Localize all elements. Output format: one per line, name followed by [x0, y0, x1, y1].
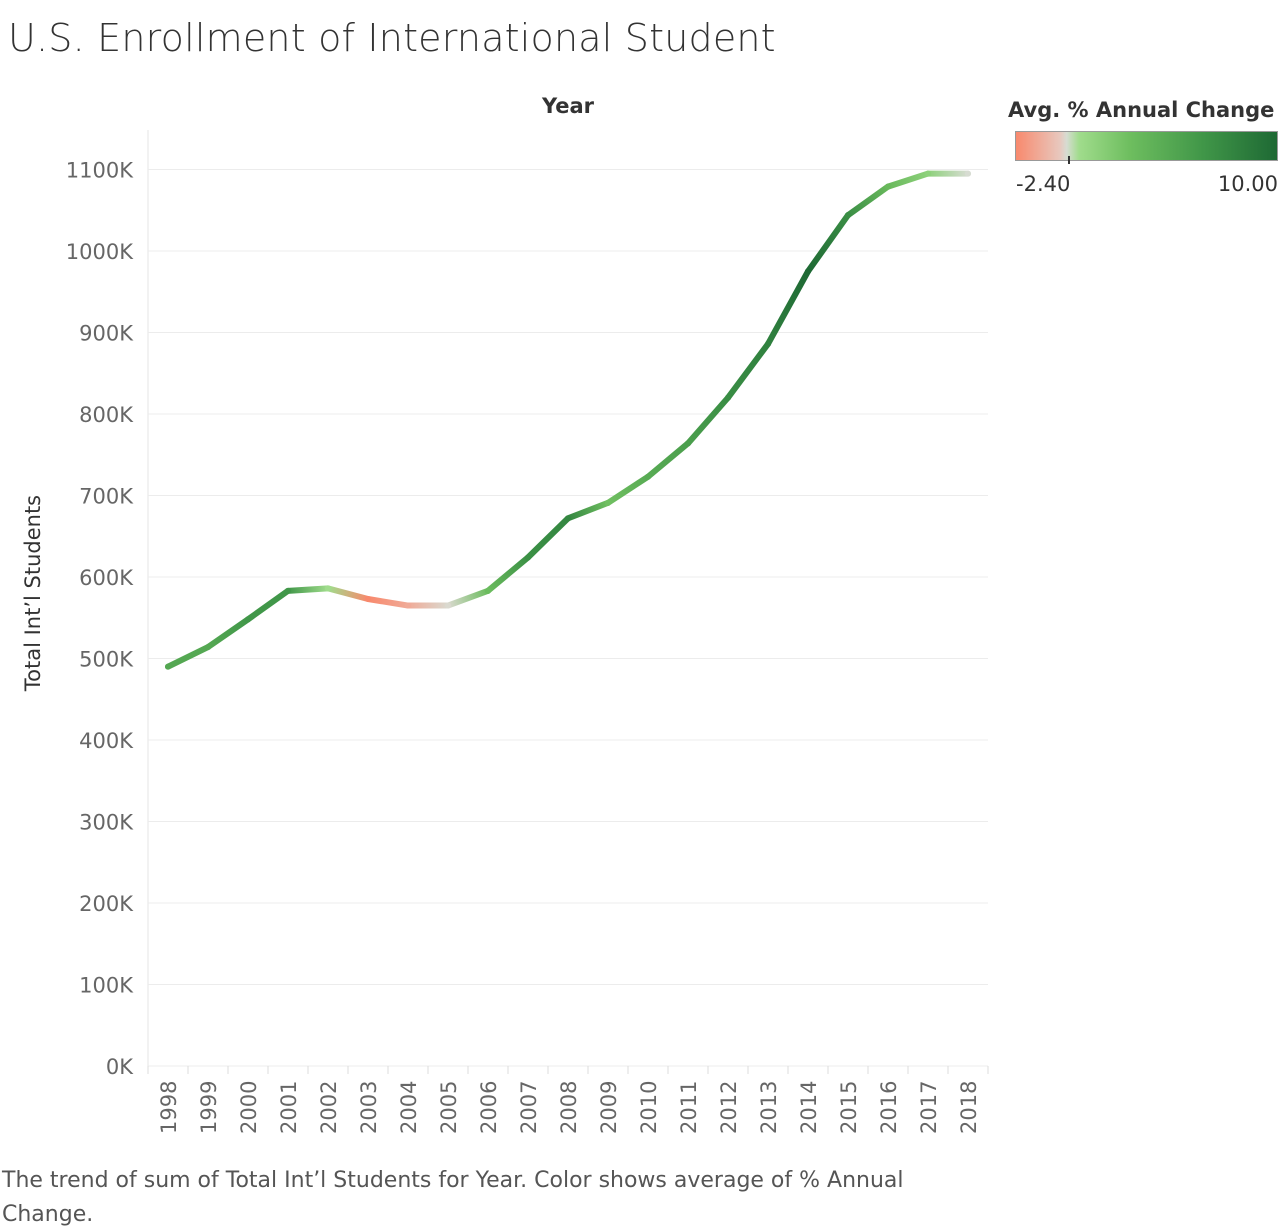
x-tick-label: 2011 [677, 1081, 701, 1134]
x-tick-label: 1998 [157, 1081, 181, 1134]
data-point [245, 616, 251, 623]
x-tick-label: 2016 [877, 1081, 901, 1134]
x-tick-label: 2000 [237, 1081, 261, 1134]
x-tick-label: 1999 [197, 1081, 221, 1134]
data-point [445, 602, 451, 609]
line-segment [805, 212, 851, 275]
line-segment [165, 644, 211, 670]
line-segment [605, 473, 651, 506]
data-point [725, 394, 731, 401]
line-segment [885, 170, 931, 190]
data-point [205, 644, 211, 651]
column-header: Year [541, 94, 595, 118]
x-tick-label: 2007 [517, 1081, 541, 1134]
line-segment [245, 587, 291, 623]
x-tick-label: 2009 [597, 1081, 621, 1134]
data-point [405, 602, 411, 609]
line-segment [285, 585, 331, 594]
legend-max-label: 10.00 [1217, 172, 1278, 196]
line-segment [365, 596, 411, 609]
y-tick-label: 0K [106, 1055, 134, 1079]
data-point [965, 170, 971, 177]
x-tick-label: 2012 [717, 1081, 741, 1134]
y-tick-label: 400K [79, 729, 134, 753]
line-segment [525, 515, 571, 561]
x-tick-label: 2002 [317, 1081, 341, 1134]
y-tick-label: 1000K [66, 240, 134, 264]
chart-caption: The trend of sum of Total Int’l Students… [2, 1168, 904, 1227]
x-tick-label: 2001 [277, 1081, 301, 1134]
data-point [885, 183, 891, 190]
data-point [925, 170, 931, 177]
line-segment [565, 499, 611, 522]
line-segment [325, 585, 371, 603]
x-tick-label: 2017 [917, 1081, 941, 1134]
y-axis-label: Total Int’l Students [21, 495, 45, 692]
x-tick-label: 2010 [637, 1081, 661, 1134]
data-point [805, 268, 811, 275]
y-tick-label: 900K [79, 322, 134, 346]
line-segment [485, 554, 531, 594]
data-point [365, 596, 371, 603]
data-point [765, 340, 771, 347]
x-tick-label: 2018 [957, 1081, 981, 1134]
line-segment [205, 616, 251, 651]
x-tick-label: 2003 [357, 1081, 381, 1134]
y-tick-label: 600K [79, 566, 134, 590]
x-tick-label: 2014 [797, 1081, 821, 1134]
data-point [485, 587, 491, 594]
legend-zero-tick [1068, 156, 1070, 164]
legend-color-ramp [1015, 131, 1278, 161]
x-tick-label: 2015 [837, 1081, 861, 1134]
data-point [525, 554, 531, 561]
y-tick-label: 500K [79, 648, 134, 672]
x-tick-label: 2008 [557, 1081, 581, 1134]
y-tick-label: 300K [79, 811, 134, 835]
legend-title: Avg. % Annual Change [1008, 98, 1275, 122]
y-tick-label: 200K [79, 892, 134, 916]
y-tick-label: 100K [79, 974, 134, 998]
data-point [645, 473, 651, 480]
line-segment [845, 183, 891, 219]
data-point [285, 587, 291, 594]
line-segment [645, 440, 691, 480]
x-tick-label: 2004 [397, 1081, 421, 1134]
data-point [845, 212, 851, 219]
line-segment [445, 587, 491, 609]
x-tick-label: 2013 [757, 1081, 781, 1134]
chart-title: U.S. Enrollment of International Student [8, 16, 776, 60]
legend-min-label: -2.40 [1016, 172, 1071, 196]
y-tick-label: 1100K [66, 159, 134, 183]
data-point [165, 663, 171, 670]
line-segment [725, 340, 771, 401]
x-tick-label: 2006 [477, 1081, 501, 1134]
x-tick-label: 2005 [437, 1081, 461, 1134]
data-point [565, 515, 571, 522]
line-segment [765, 268, 811, 347]
data-point [685, 440, 691, 447]
line-segment [685, 394, 731, 447]
data-point [605, 499, 611, 506]
y-tick-label: 800K [79, 403, 134, 427]
y-tick-label: 700K [79, 485, 134, 509]
data-point [325, 585, 331, 592]
line-chart: 0K 100K 200K 300K 400K 500K 600K 700K 800K 900K 10… [21, 130, 989, 1134]
